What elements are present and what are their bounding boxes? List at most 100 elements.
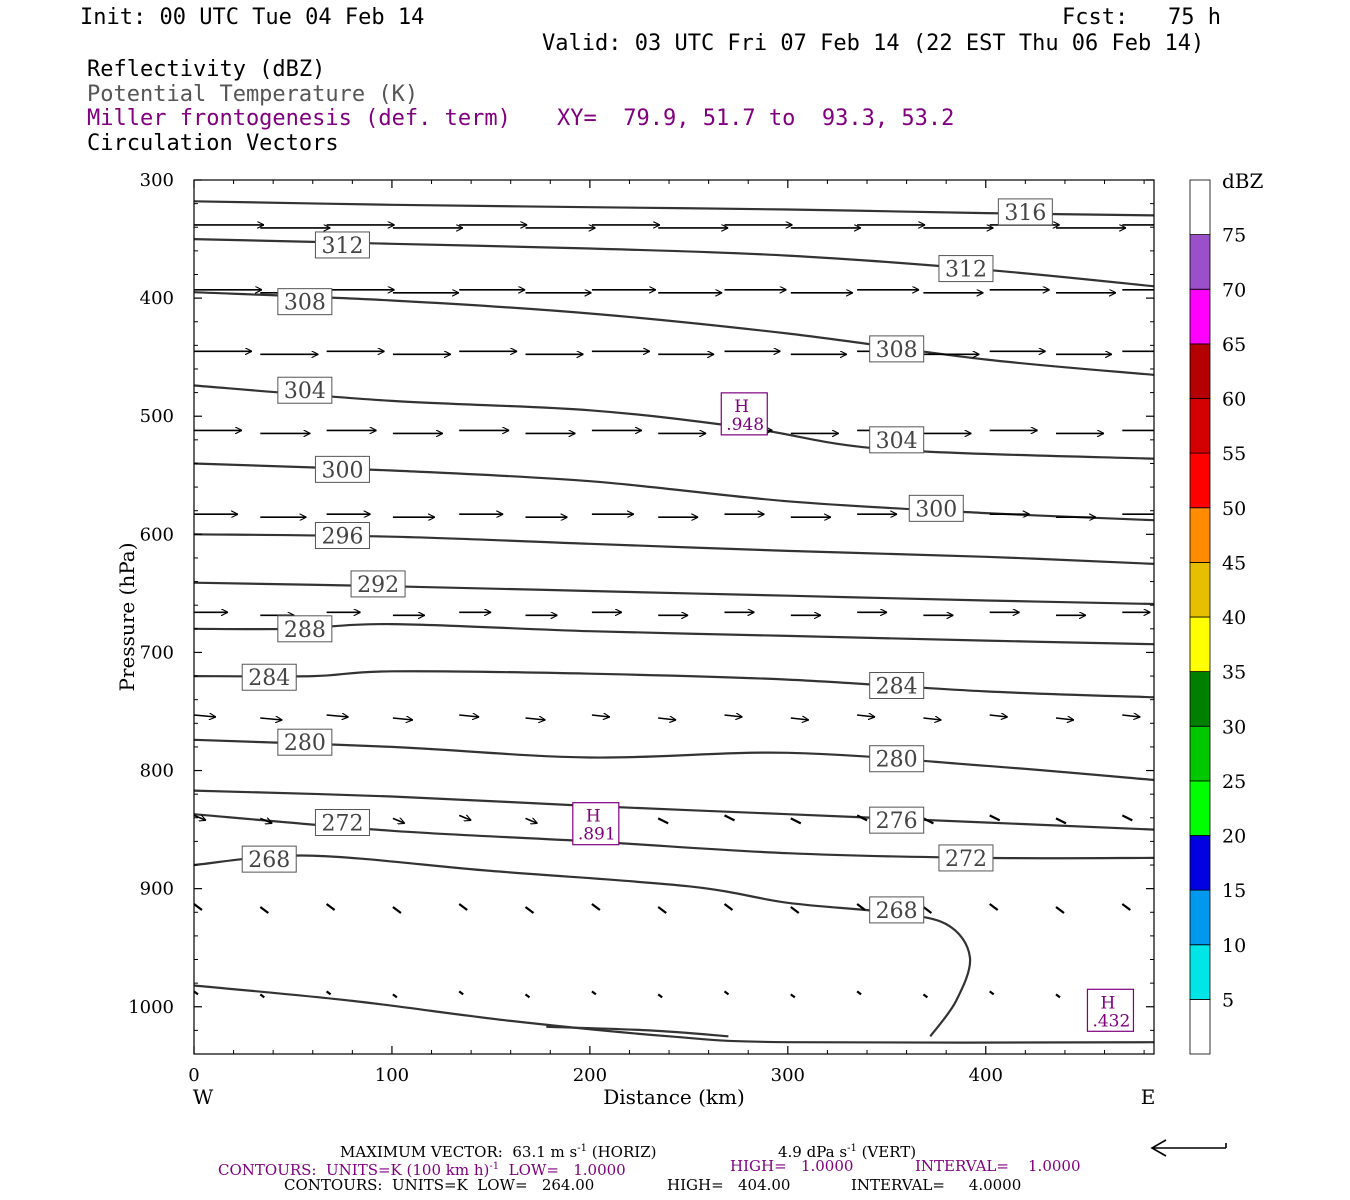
circulation-vector — [259, 818, 272, 823]
circulation-vector — [1121, 903, 1131, 911]
isentrope-label-text: 316 — [1004, 201, 1046, 226]
isentrope-label-268-1: 268 — [869, 896, 925, 924]
isentrope-label-284-0: 284 — [241, 663, 297, 691]
colorbar-swatch — [1189, 725, 1211, 782]
colorbar-swatch — [1189, 234, 1211, 290]
valid-time: Valid: 03 UTC Fri 07 Feb 14 (22 EST Thu … — [542, 31, 1205, 56]
circulation-vector — [259, 993, 265, 999]
max-letter: H — [1100, 993, 1115, 1013]
x-tick-label: 300 — [771, 1065, 805, 1086]
colorbar-swatch — [1189, 398, 1211, 454]
circulation-vector — [194, 990, 199, 996]
colorbar-swatch — [1189, 889, 1211, 946]
circulation-vector — [1055, 718, 1074, 720]
circulation-vector — [989, 715, 1008, 717]
isentrope-label-280-0: 280 — [277, 728, 333, 756]
circulation-vector — [524, 906, 535, 914]
theta-contour-info: CONTOURS: UNITS=K LOW= 264.00 — [284, 1176, 595, 1194]
frontogenesis-units-exp: -1 — [489, 1161, 500, 1172]
circulation-vector — [923, 718, 941, 720]
circulation-vector — [1055, 817, 1067, 825]
y-tick-label: 1000 — [128, 997, 174, 1018]
isentrope-label-280-1: 280 — [869, 745, 925, 773]
circulation-vector — [392, 993, 398, 999]
circulation-vector — [790, 993, 796, 999]
y-axis-title: Pressure (hPa) — [115, 543, 139, 692]
frontogenesis-contour-info: CONTOURS: UNITS=K (100 km h)-1 LOW= 1.00… — [218, 1158, 626, 1179]
circulation-vector — [1121, 814, 1133, 822]
circulation-vector — [856, 814, 868, 822]
circulation-vector — [525, 718, 546, 720]
frontogenesis-max-1: H.891 — [572, 802, 620, 846]
field-potential-temperature: Potential Temperature (K) — [87, 82, 419, 107]
isentrope-label-292-0: 292 — [350, 570, 406, 598]
isentrope-label-layer: 316 312 312 308 308 304 304 300 300 296 292 288 284 2… — [241, 198, 1053, 924]
isentrope-label-text: 280 — [876, 748, 918, 773]
frontogenesis-interval: INTERVAL= 1.0000 — [915, 1157, 1081, 1175]
isentrope-label-text: 296 — [321, 525, 363, 550]
x-tick-label: 0 — [188, 1065, 199, 1086]
isentrope-label-308-1: 308 — [869, 335, 925, 363]
field-circulation-vectors: Circulation Vectors — [87, 131, 339, 156]
isentrope-label-text: 308 — [876, 338, 918, 363]
colorbar-swatch — [1189, 452, 1211, 509]
circulation-vector — [790, 906, 800, 914]
forecast-hour: Fcst: 75 h — [1062, 5, 1221, 30]
isentrope-label-268-0: 268 — [241, 845, 297, 873]
west-label: W — [193, 1085, 214, 1109]
circulation-vector — [989, 814, 1001, 822]
circulation-vector — [194, 715, 216, 717]
max-vector-vert-unit: (VERT) — [856, 1143, 917, 1161]
max-vector-vert-line: 4.9 dPa s-1 (VERT) — [778, 1140, 916, 1161]
cross-section-endpoints: XY= 79.9, 51.7 to 93.3, 53.2 — [557, 106, 955, 131]
circulation-vector — [458, 990, 464, 996]
isentrope-label-308-0: 308 — [277, 288, 333, 316]
isentrope-label-300-1: 300 — [908, 494, 964, 522]
isentrope-label-304-1: 304 — [869, 426, 925, 454]
max-vector-line: MAXIMUM VECTOR: 63.1 m s-1 (HORIZ) — [340, 1140, 656, 1161]
isentrope-label-text: 288 — [284, 618, 326, 643]
circulation-vector — [790, 718, 809, 720]
max-vector-vert-exp: -1 — [847, 1143, 857, 1154]
circulation-vector — [922, 817, 934, 825]
isentrope-layer — [194, 200, 1154, 1044]
colorbar-label: 70 — [1222, 279, 1246, 301]
max-vector-vert: 4.9 dPa s — [778, 1143, 848, 1161]
x-axis-title: Distance (km) — [603, 1085, 745, 1109]
init-time: Init: 00 UTC Tue 04 Feb 14 — [80, 5, 425, 30]
max-vector-horiz-exp: -1 — [577, 1143, 587, 1154]
circulation-vector — [326, 715, 349, 717]
circulation-vector — [259, 906, 269, 914]
circulation-vector — [260, 718, 282, 720]
y-tick-label: 300 — [140, 170, 174, 191]
y-tick-label: 900 — [140, 879, 174, 900]
colorbar-label: 45 — [1222, 552, 1246, 574]
y-tick-label: 800 — [140, 761, 174, 782]
isentrope-label-text: 272 — [945, 847, 987, 872]
circulation-vector — [989, 903, 999, 911]
isentrope-label-text: 272 — [321, 812, 363, 837]
isentrope-276 — [194, 789, 1154, 831]
surface-line — [546, 1025, 729, 1038]
frontogenesis-units: CONTOURS: UNITS=K (100 km h) — [218, 1161, 490, 1179]
circulation-vector — [194, 815, 206, 820]
max-vector-horiz: MAXIMUM VECTOR: 63.1 m s — [340, 1143, 578, 1161]
max-letter: H — [734, 397, 749, 417]
circulation-vector — [657, 993, 663, 999]
east-label: E — [1141, 1085, 1156, 1109]
circulation-vector — [525, 818, 538, 823]
isentrope-label-text: 292 — [357, 573, 399, 598]
reference-vector-arrow — [1150, 1139, 1227, 1157]
colorbar-label: 65 — [1222, 334, 1246, 356]
frontogenesis-high: HIGH= 1.0000 — [730, 1157, 854, 1175]
circulation-vector — [658, 718, 676, 720]
theta-contour-interval: INTERVAL= 4.0000 — [851, 1176, 1022, 1194]
circulation-vector — [657, 906, 667, 914]
isentrope-label-text: 284 — [248, 666, 290, 691]
max-value: .948 — [726, 415, 764, 435]
y-tick-label: 500 — [140, 406, 174, 427]
isentrope-316 — [194, 200, 1154, 217]
circulation-vector — [857, 715, 875, 717]
colorbar-label: 35 — [1222, 662, 1246, 684]
isentrope-284 — [194, 670, 1154, 699]
